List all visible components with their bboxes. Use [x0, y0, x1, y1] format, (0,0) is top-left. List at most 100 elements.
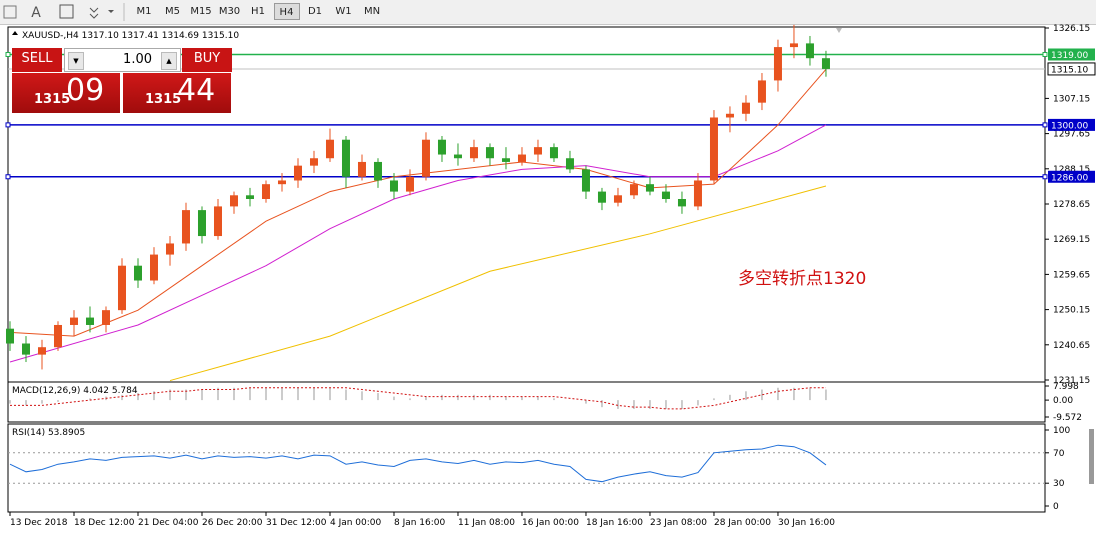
x-tick-label: 16 Jan 00:00 — [522, 518, 579, 528]
bid-price[interactable]: 1315 09 — [12, 73, 120, 113]
moving-average — [169, 185, 827, 382]
buy-button[interactable]: BUY — [182, 48, 232, 72]
signal-line — [9, 387, 826, 410]
candle-body — [469, 147, 478, 159]
timeframe-button[interactable]: H4 — [273, 3, 300, 20]
icon-dropdown[interactable] — [108, 10, 114, 13]
timeframe-button[interactable]: D1 — [307, 6, 323, 17]
level-handle — [5, 51, 11, 57]
y-tick-label: 1297.65 — [1053, 130, 1090, 140]
candle-body — [773, 47, 782, 81]
icon-label[interactable] — [59, 4, 74, 19]
volume-field[interactable]: ▼ 1.00 ▲ — [64, 48, 181, 72]
level-label-box — [1048, 48, 1095, 61]
candle-body — [101, 310, 110, 325]
y-tick-label: 1250.15 — [1053, 306, 1090, 316]
icon-shapes[interactable] — [89, 7, 99, 19]
x-tick-label: 18 Dec 12:00 — [74, 518, 135, 528]
x-tick-label: 23 Jan 08:00 — [650, 518, 707, 528]
y-tick-label: 1307.15 — [1053, 94, 1090, 104]
level-label-box — [1048, 118, 1095, 131]
icon-text[interactable]: A — [31, 5, 41, 21]
timeframe-button[interactable]: M5 — [165, 6, 180, 17]
icon-indicator[interactable] — [3, 5, 17, 19]
y-tick-label: 100 — [1053, 426, 1070, 436]
candle-body — [789, 43, 798, 48]
candle-body — [661, 191, 670, 199]
candle-body — [117, 265, 126, 311]
candle-body — [197, 210, 206, 237]
x-tick-label: 28 Jan 00:00 — [714, 518, 771, 528]
candle-body — [421, 139, 430, 177]
x-tick-label: 21 Dec 04:00 — [138, 518, 199, 528]
rsi-line — [9, 444, 827, 483]
y-tick-label: 7.998 — [1053, 382, 1079, 392]
x-tick-label: 31 Dec 12:00 — [266, 518, 327, 528]
candle-body — [213, 206, 222, 237]
y-tick-label: 1259.65 — [1053, 270, 1090, 280]
panel-title: RSI(14) 53.8905 — [12, 428, 85, 438]
timeframe-button[interactable]: MN — [363, 6, 381, 17]
y-tick-label: 1326.15 — [1053, 24, 1090, 34]
candle-body — [341, 139, 350, 177]
y-tick-label: 0.00 — [1053, 396, 1073, 406]
volume-down[interactable]: ▼ — [68, 52, 84, 70]
timeframe-button[interactable]: W1 — [335, 6, 352, 17]
bid-big: 1315 — [34, 92, 71, 107]
toolbar: A M1 M5 M15 M30 H1 H4 D1 W1 MN — [0, 0, 1096, 25]
ask-price[interactable]: 1315 44 — [123, 73, 231, 113]
candle-body — [485, 147, 494, 159]
level-handle — [1042, 51, 1048, 57]
level-handle — [5, 174, 11, 180]
ask-small: 44 — [177, 73, 216, 108]
candle-body — [69, 317, 78, 325]
y-tick-label: 1278.65 — [1053, 200, 1090, 210]
candle-body — [709, 117, 718, 181]
candle-body — [85, 317, 94, 325]
candle-body — [549, 147, 558, 159]
sell-button[interactable]: SELL — [12, 48, 62, 72]
moving-average — [9, 124, 827, 363]
scrollbar — [1089, 429, 1094, 484]
panel-frame — [7, 381, 1046, 423]
candle-body — [453, 154, 462, 159]
candle-body — [597, 191, 606, 203]
level-handle — [1042, 174, 1048, 180]
candle-body — [629, 184, 638, 196]
candle-body — [373, 161, 382, 181]
timeframe-button[interactable]: M1 — [136, 6, 152, 17]
timeframe-button[interactable]: M15 — [190, 6, 212, 17]
y-tick-label: 1231.15 — [1053, 376, 1090, 386]
candle-body — [149, 254, 158, 281]
candle-body — [37, 347, 46, 355]
level-label: 1315.10 — [1051, 65, 1088, 75]
candle-body — [613, 195, 622, 203]
timeframe-button[interactable]: H1 — [251, 6, 265, 17]
trade-panel: SELL ▼ 1.00 ▲ BUY 1315 09 1315 44 — [12, 48, 232, 114]
x-tick-label: 13 Dec 2018 — [10, 518, 68, 528]
y-tick-label: 1240.65 — [1053, 341, 1090, 351]
candle-body — [565, 158, 574, 170]
candle-body — [133, 265, 142, 281]
chart: 1326.15 1307.15 1297.65 1288.15 1278.65 1269.… — [5, 24, 1096, 528]
candle-body — [821, 58, 830, 69]
panel-title: MACD(12,26,9) 4.042 5.784 — [12, 386, 138, 396]
candle-body — [533, 147, 542, 155]
candle-body — [53, 324, 62, 348]
bid-small: 09 — [66, 73, 105, 108]
annotation: 多空转折点1320 — [738, 269, 866, 289]
level-label-box — [1048, 170, 1095, 183]
y-tick-label: 1288.15 — [1053, 165, 1090, 175]
x-tick-label: 26 Dec 20:00 — [202, 518, 263, 528]
level-label: 1319.00 — [1051, 51, 1088, 61]
candle-body — [229, 195, 238, 207]
volume-up[interactable]: ▲ — [161, 52, 177, 70]
x-tick-label: 18 Jan 16:00 — [586, 518, 643, 528]
candle-body — [277, 180, 286, 185]
timeframe-button[interactable]: M30 — [218, 6, 241, 17]
candle-body — [693, 180, 702, 207]
candle-body — [325, 139, 334, 159]
level-label: 1286.00 — [1051, 173, 1088, 183]
candle-body — [581, 169, 590, 192]
